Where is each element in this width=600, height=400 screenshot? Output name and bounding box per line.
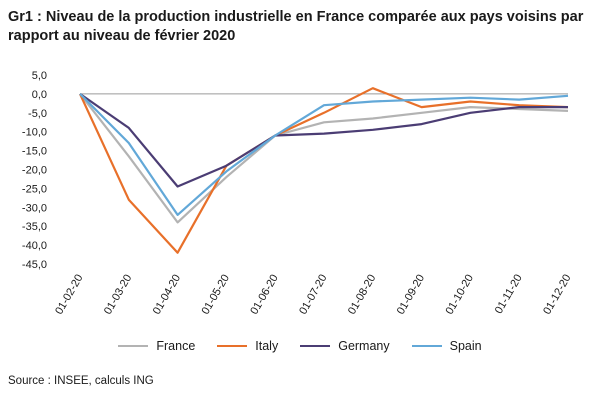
legend-label: Spain: [449, 339, 482, 353]
x-tick-label: 01-11-20: [493, 273, 525, 316]
x-tick-label: 01-07-20: [297, 273, 329, 317]
legend-item-spain: Spain: [411, 339, 482, 353]
y-tick-label: -10,0: [22, 127, 47, 139]
y-tick-label: -5,0: [28, 108, 47, 120]
x-tick-label: 01-09-20: [395, 273, 427, 317]
chart-title-line-2: rapport au niveau de février 2020: [8, 28, 236, 44]
legend-swatch: [217, 344, 248, 348]
chart-title-line-1: Gr1 : Niveau de la production industriel…: [8, 9, 584, 25]
y-axis: 5,0 0,0 -5,0 -10,0 -15,0 -20,0 -25,0 -30,0 -35,0…: [22, 70, 47, 271]
chart-legend: France Italy Germany Spain: [0, 337, 600, 355]
series-line-italy: [79, 87, 569, 254]
x-tick-label: 01-10-20: [444, 273, 476, 317]
x-tick-label: 01-04-20: [151, 273, 183, 317]
x-tick-label: 01-06-20: [248, 273, 280, 317]
y-tick-label: -15,0: [22, 146, 47, 158]
y-tick-label: -45,0: [22, 259, 47, 271]
legend-swatch: [300, 344, 331, 348]
series-line-spain: [79, 93, 569, 216]
legend-swatch: [411, 344, 442, 348]
legend-swatch: [118, 344, 149, 348]
legend-item-germany: Germany: [300, 339, 390, 353]
x-tick-label: 01-03-20: [102, 273, 134, 317]
source-note: Source : INSEE, calculs ING: [8, 375, 154, 387]
x-tick-label: 01-08-20: [346, 273, 378, 317]
y-tick-label: -40,0: [22, 240, 47, 252]
series-line-france: [79, 93, 569, 224]
y-tick-label: -30,0: [22, 202, 47, 214]
legend-item-italy: Italy: [217, 339, 278, 353]
x-tick-label: 01-02-20: [53, 273, 85, 317]
series-lines: [79, 87, 569, 254]
series-line-germany: [79, 92, 568, 188]
y-tick-label: -25,0: [22, 183, 47, 195]
chart-title: Gr1 : Niveau de la production industriel…: [8, 8, 596, 46]
y-tick-label: 0,0: [32, 89, 47, 101]
legend-item-france: France: [118, 339, 195, 353]
y-tick-label: 5,0: [32, 70, 47, 82]
y-tick-label: -20,0: [22, 165, 47, 177]
legend-label: Italy: [255, 339, 279, 353]
y-tick-label: -35,0: [22, 221, 47, 233]
legend-label: France: [156, 339, 196, 353]
x-tick-label: 01-12-20: [541, 273, 573, 317]
x-tick-label: 01-05-20: [200, 273, 232, 317]
legend-label: Germany: [338, 339, 390, 353]
x-axis: 01-02-20 01-03-20 01-04-20 01-05-20 01-06-20…: [53, 93, 574, 317]
